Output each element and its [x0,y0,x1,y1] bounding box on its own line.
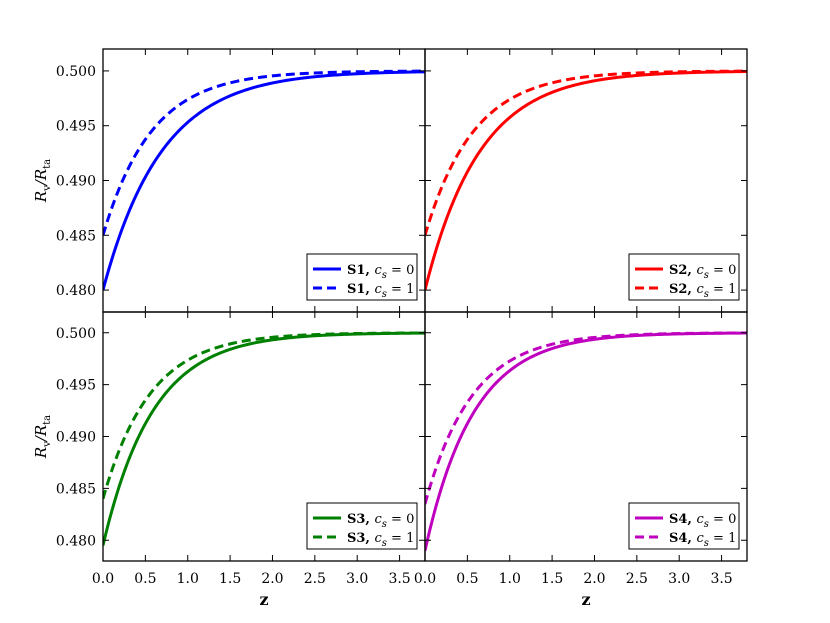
legend-label-top-left-1: S1, cs = 1 [347,282,414,300]
xtick-label-bottom-right-4: 2.0 [583,571,605,587]
ytick-label-bottom-left-4: 0.500 [56,326,96,342]
ytick-label-top-left-0: 0.480 [56,283,96,299]
xtick-label-bottom-left-4: 2.0 [261,571,283,587]
ytick-label-bottom-left-3: 0.495 [56,378,96,394]
legend-bottom-left: S3, cs = 0S3, cs = 1 [306,502,418,550]
xtick-label-bottom-left-5: 2.5 [304,571,326,587]
series-line-top-left-0 [103,70,425,291]
ytick-label-top-left-4: 0.500 [56,64,96,80]
ytick-label-top-left-2: 0.490 [56,174,96,190]
legend-label-top-right-1: S2, cs = 1 [669,282,736,300]
legend-bottom-right: S4, cs = 0S4, cs = 1 [628,502,740,550]
xtick-label-bottom-right-7: 3.5 [710,571,732,587]
panel-top-left: 0.480 0.485 0.490 0.495 0.500 S1, cs = 0S1, c… [56,48,426,313]
series-line-bottom-left-1 [103,331,425,500]
legend-top-left: S1, cs = 0S1, cs = 1 [306,253,418,301]
xtick-label-bottom-left-0: 0.0 [92,571,114,587]
ytick-label-bottom-left-1: 0.485 [56,481,96,497]
series-line-top-left-1 [103,69,425,236]
series-line-top-right-1 [425,69,747,236]
xlabel-bottom-right: z [581,590,590,609]
ytick-label-bottom-left-0: 0.480 [56,533,96,549]
xlabel-bottom-left: z [259,590,268,609]
legend-label-bottom-left-0: S3, cs = 0 [347,512,414,530]
ylabel-top-left: Rv/Rta [32,159,53,203]
xtick-label-bottom-left-3: 1.5 [219,571,241,587]
panel-bottom-left: 0.480 0.485 0.490 0.495 0.500 0.0 0.5 1.0 1.5 2.0… [56,311,426,609]
series-line-bottom-right-1 [425,331,747,505]
ytick-label-top-left-3: 0.495 [56,119,96,135]
xtick-label-bottom-left-2: 1.0 [177,571,199,587]
panel-bottom-right: 0.0 0.5 1.0 1.5 2.0 2.5 3.0 3.5 z S4, cs = 0S4, c… [414,311,748,609]
xtick-label-bottom-right-2: 1.0 [499,571,521,587]
xtick-label-bottom-left-6: 3.0 [346,571,368,587]
panel-top-right: S2, cs = 0S2, cs = 1 [424,48,748,313]
legend-label-bottom-right-1: S4, cs = 1 [669,531,736,549]
legend-label-bottom-left-1: S3, cs = 1 [347,531,414,549]
xtick-label-bottom-right-5: 2.5 [626,571,648,587]
xtick-label-bottom-left-7: 3.5 [388,571,410,587]
xtick-label-bottom-right-1: 0.5 [456,571,478,587]
ylabel-bottom-left: Rv/Rta [32,415,53,459]
ytick-label-top-left-1: 0.485 [56,228,96,244]
xtick-label-bottom-right-0: 0.0 [414,571,436,587]
legend-label-top-right-0: S2, cs = 0 [669,263,736,281]
xtick-label-bottom-right-6: 3.0 [668,571,690,587]
xtick-label-bottom-right-3: 1.5 [541,571,563,587]
xtick-label-bottom-left-1: 0.5 [134,571,156,587]
legend-top-right: S2, cs = 0S2, cs = 1 [628,253,740,301]
ytick-label-bottom-left-2: 0.490 [56,430,96,446]
legend-label-top-left-0: S1, cs = 0 [347,263,414,281]
legend-label-bottom-right-0: S4, cs = 0 [669,512,736,530]
